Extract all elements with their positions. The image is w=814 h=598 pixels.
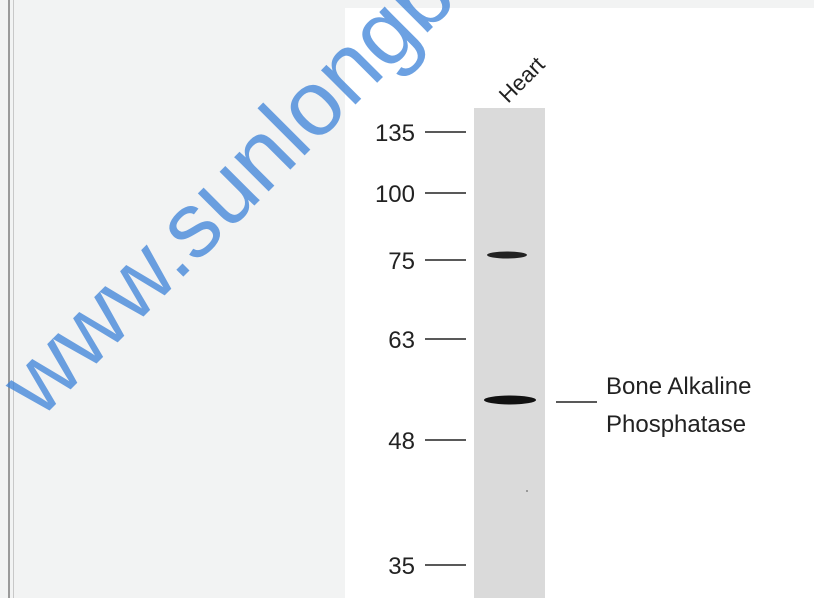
blot-panel bbox=[345, 8, 814, 598]
band bbox=[484, 396, 536, 405]
marker-label: 75 bbox=[388, 248, 415, 275]
speck bbox=[526, 490, 528, 492]
lane bbox=[474, 108, 545, 598]
border-left bbox=[8, 0, 10, 598]
marker-label: 135 bbox=[375, 120, 415, 147]
figure: Bone Alkaline Phosphatase Heart 13510075… bbox=[0, 0, 814, 598]
annotation-text: Bone Alkaline bbox=[606, 373, 751, 400]
annotation-text: Phosphatase bbox=[606, 411, 746, 438]
marker-label: 63 bbox=[388, 327, 415, 354]
border-inner bbox=[13, 0, 14, 598]
marker-label: 48 bbox=[388, 428, 415, 455]
marker-label: 100 bbox=[375, 181, 415, 208]
band bbox=[487, 252, 527, 259]
marker-label: 35 bbox=[388, 553, 415, 580]
